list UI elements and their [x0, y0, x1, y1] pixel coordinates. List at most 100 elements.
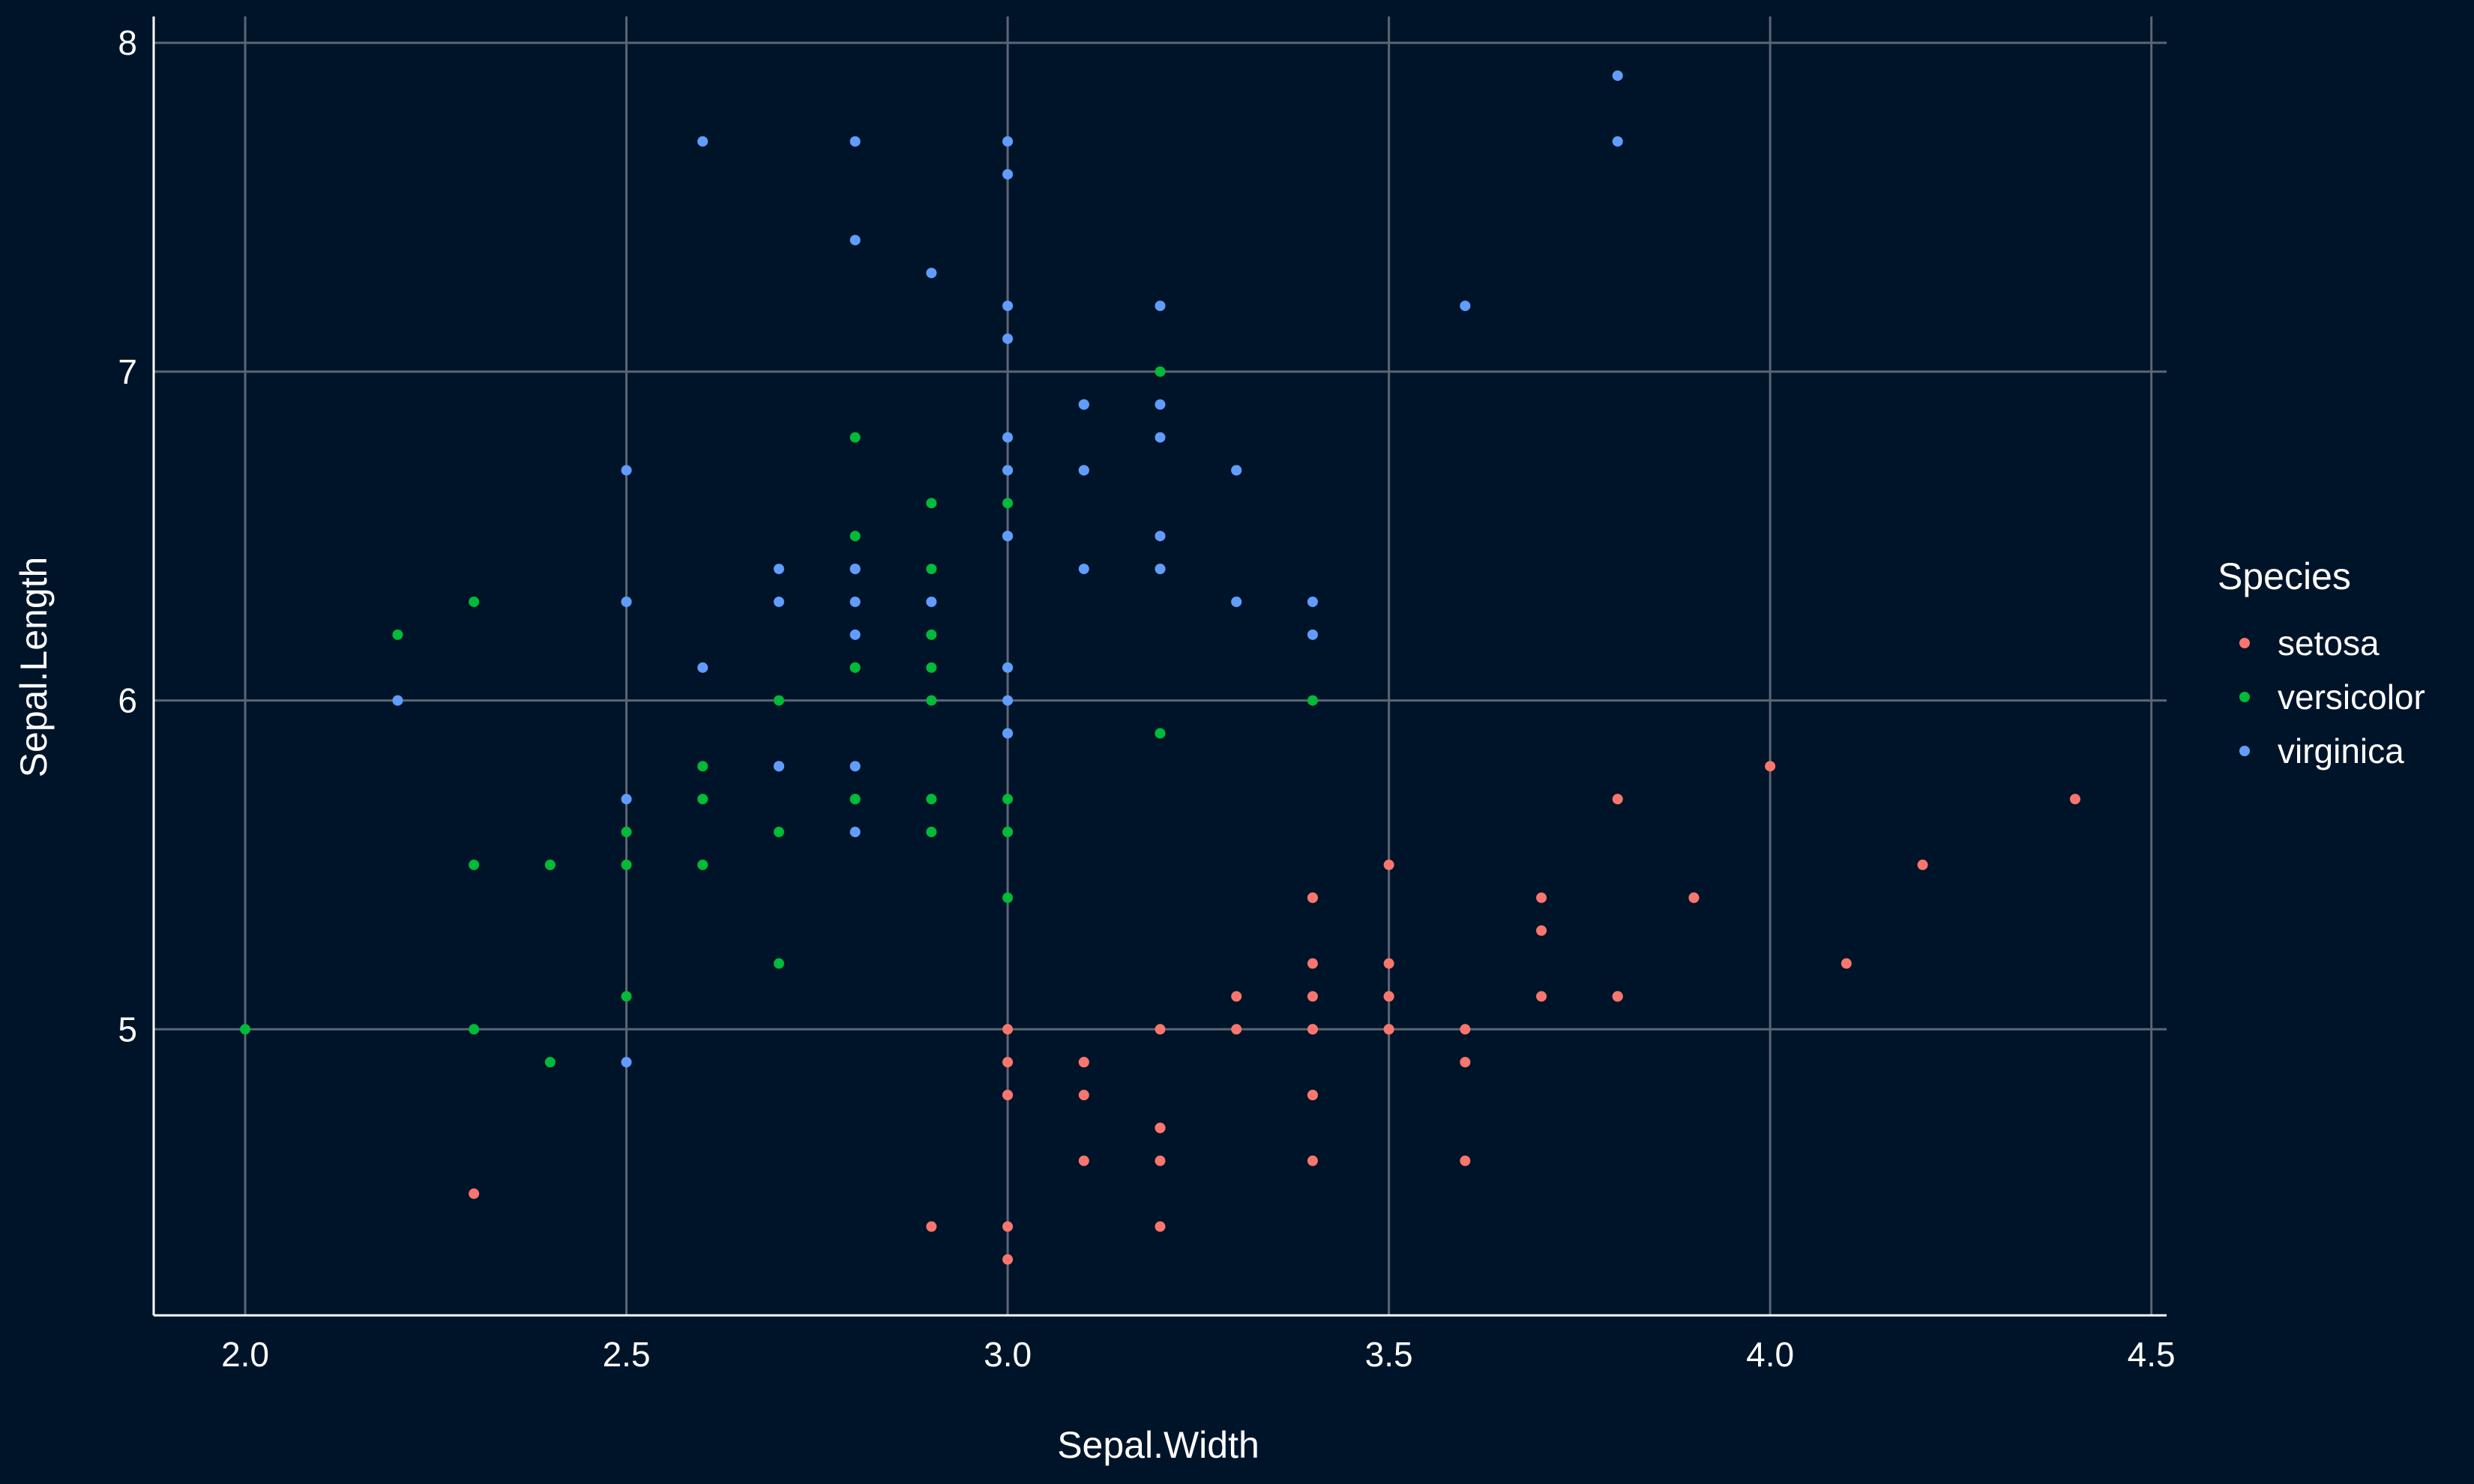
data-point	[1307, 991, 1318, 1002]
data-point	[1155, 366, 1166, 377]
data-point	[1002, 1090, 1014, 1101]
data-point	[773, 596, 784, 607]
data-point	[1612, 136, 1623, 147]
x-tick-label: 4.0	[1746, 1335, 1794, 1374]
legend-title: Species	[2218, 555, 2351, 597]
data-point	[697, 136, 708, 147]
data-point	[1917, 859, 1928, 870]
data-point	[1307, 1090, 1318, 1101]
data-point	[544, 1057, 556, 1068]
axes	[152, 16, 2167, 1317]
data-point	[1307, 892, 1318, 903]
data-point	[1231, 465, 1242, 476]
data-point	[1078, 1090, 1089, 1101]
data-point	[1231, 596, 1242, 607]
data-points	[240, 70, 2080, 1265]
data-point	[1383, 1024, 1394, 1035]
data-point	[1002, 531, 1014, 542]
data-point	[1002, 136, 1014, 147]
data-point	[926, 268, 937, 279]
series-virginica	[392, 70, 1623, 1068]
data-point	[1002, 301, 1014, 312]
x-axis-title: Sepal.Width	[1057, 1424, 1259, 1466]
data-point	[1155, 1155, 1166, 1166]
legend: Species setosa versicolor virginica	[2218, 555, 2425, 770]
data-point	[1155, 301, 1166, 312]
legend-label: versicolor	[2278, 678, 2425, 717]
legend-item-setosa: setosa	[2239, 624, 2380, 663]
data-point	[621, 859, 632, 870]
data-point	[697, 794, 708, 805]
data-point	[1002, 892, 1014, 903]
data-point	[697, 761, 708, 772]
legend-item-versicolor: versicolor	[2239, 678, 2425, 717]
data-point	[849, 794, 861, 805]
data-point	[1002, 827, 1014, 838]
legend-label: setosa	[2278, 624, 2380, 663]
data-point	[1307, 1155, 1318, 1166]
data-point	[1155, 531, 1166, 542]
data-point	[1002, 695, 1014, 706]
data-point	[1383, 859, 1394, 870]
data-point	[1612, 991, 1623, 1002]
data-point	[1078, 399, 1089, 410]
data-point	[544, 859, 556, 870]
data-point	[469, 1024, 480, 1035]
data-point	[697, 662, 708, 673]
data-point	[621, 991, 632, 1002]
data-point	[1307, 695, 1318, 706]
data-point	[469, 596, 480, 607]
tick-labels: 2.0 2.5 3.0 3.5 4.0 4.5 5 6 7 8	[118, 23, 2175, 1374]
data-point	[849, 531, 861, 542]
data-point	[926, 695, 937, 706]
data-point	[240, 1024, 251, 1035]
data-point	[1002, 1254, 1014, 1265]
data-point	[1612, 70, 1623, 81]
legend-key	[2239, 638, 2250, 648]
data-point	[1460, 1024, 1471, 1035]
data-point	[1078, 1057, 1089, 1068]
data-point	[1231, 1024, 1242, 1035]
data-point	[1002, 794, 1014, 805]
data-point	[1078, 1155, 1089, 1166]
data-point	[1078, 465, 1089, 476]
data-point	[926, 498, 937, 509]
data-point	[1307, 958, 1318, 969]
data-point	[1078, 564, 1089, 575]
data-point	[1002, 1221, 1014, 1232]
data-point	[2069, 794, 2080, 805]
data-point	[1383, 991, 1394, 1002]
data-point	[392, 695, 403, 706]
data-point	[926, 596, 937, 607]
data-point	[1231, 991, 1242, 1002]
data-point	[621, 1057, 632, 1068]
data-point	[926, 1221, 937, 1232]
data-point	[1002, 498, 1014, 509]
x-tick-label: 2.0	[221, 1335, 269, 1374]
data-point	[392, 629, 403, 640]
data-point	[773, 958, 784, 969]
x-tick-label: 2.5	[603, 1335, 651, 1374]
data-point	[469, 1188, 480, 1199]
data-point	[773, 827, 784, 838]
data-point	[697, 859, 708, 870]
legend-item-virginica: virginica	[2239, 732, 2404, 770]
data-point	[1155, 564, 1166, 575]
data-point	[773, 564, 784, 575]
data-point	[849, 564, 861, 575]
data-point	[1002, 333, 1014, 344]
data-point	[849, 629, 861, 640]
data-point	[469, 859, 480, 870]
data-point	[1155, 432, 1166, 443]
data-point	[1460, 1057, 1471, 1068]
data-point	[1002, 662, 1014, 673]
data-point	[621, 465, 632, 476]
x-tick-label: 3.5	[1365, 1335, 1413, 1374]
data-point	[1155, 1221, 1166, 1232]
data-point	[1155, 399, 1166, 410]
legend-label: virginica	[2278, 732, 2404, 770]
data-point	[926, 629, 937, 640]
data-point	[1460, 301, 1471, 312]
